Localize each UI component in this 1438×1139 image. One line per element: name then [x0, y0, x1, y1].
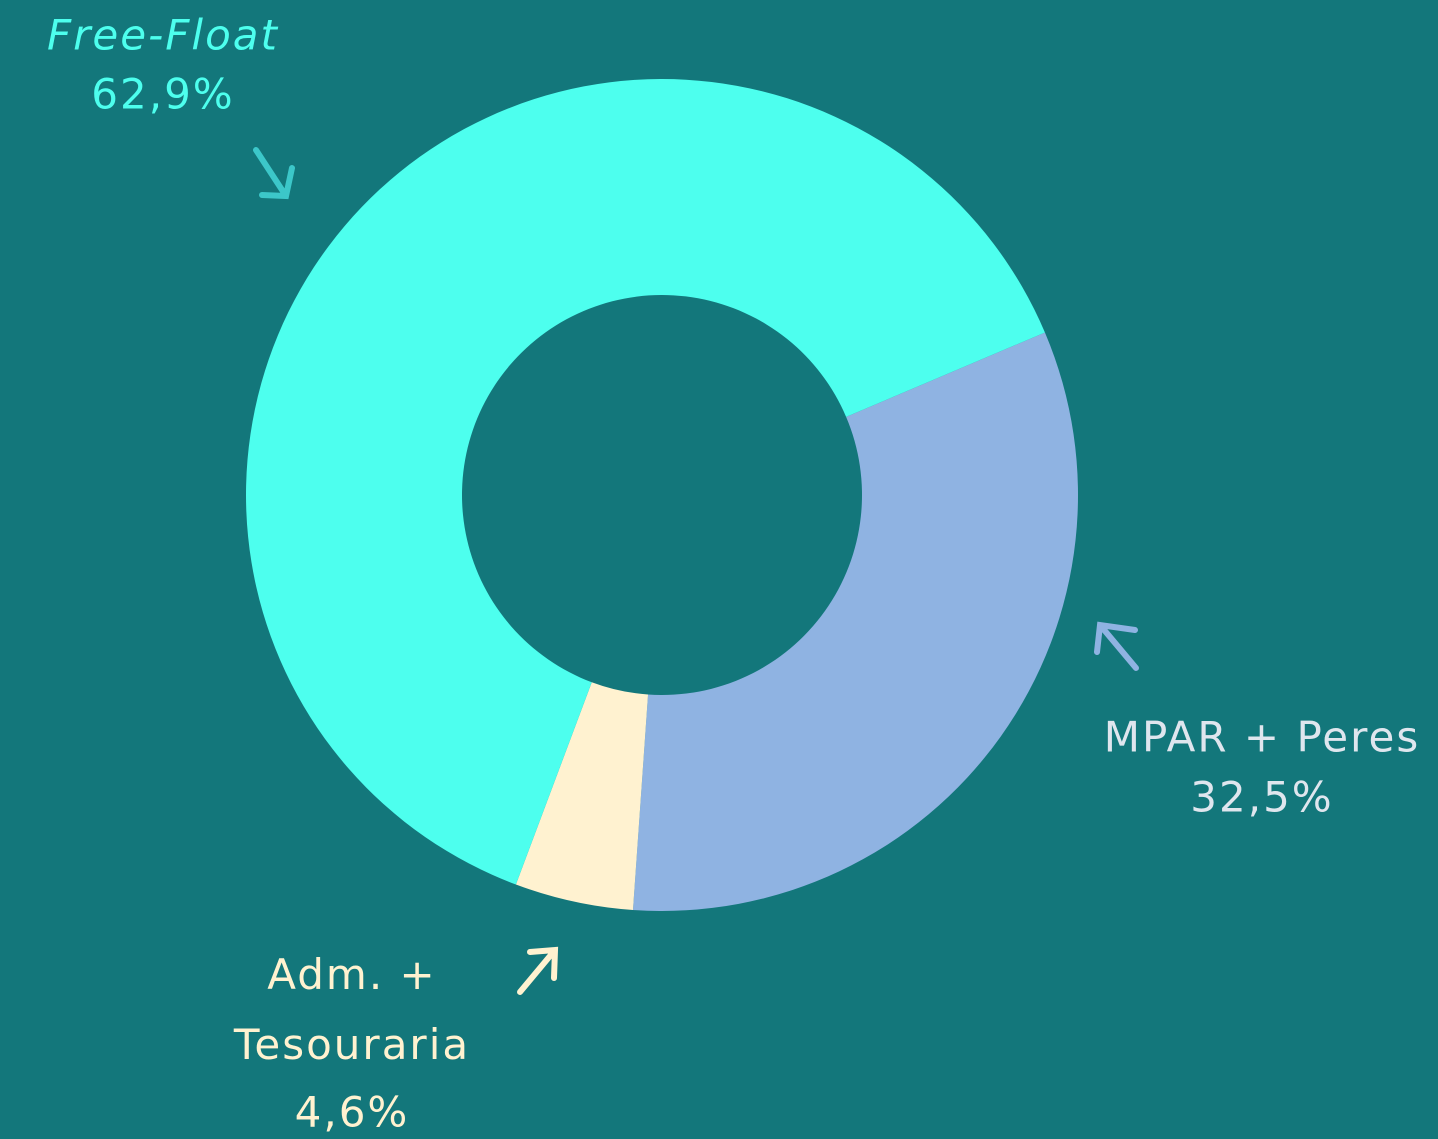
value-label: 62,9% — [91, 70, 234, 119]
slices — [246, 79, 1078, 912]
slice-label: MPAR + Peres — [1104, 713, 1420, 762]
slice — [632, 332, 1078, 912]
slice — [246, 79, 1045, 885]
arrow — [517, 946, 559, 995]
slice — [515, 682, 649, 910]
arrow — [253, 147, 295, 200]
arrow — [1094, 621, 1139, 671]
value-label: 4,6% — [295, 1088, 410, 1137]
label-box: Adm. + Tesouraria — [233, 950, 471, 1069]
slice-label: Adm. + Tesouraria — [233, 950, 471, 1069]
slice-label: Free-Float — [47, 11, 279, 60]
value-label: 32,5% — [1190, 773, 1333, 822]
